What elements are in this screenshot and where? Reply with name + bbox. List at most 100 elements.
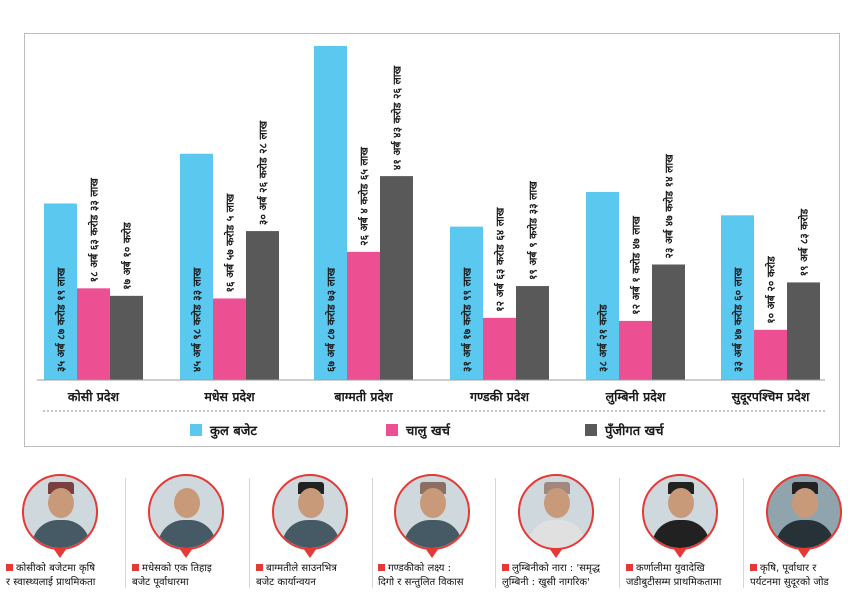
caption: गण्डकीको लक्ष्य : दिगो र सन्तुलित विकास <box>378 562 494 590</box>
category-label: कोसी प्रदेश <box>67 389 120 404</box>
bar <box>787 282 820 380</box>
category-label: मधेस प्रदेश <box>203 389 255 404</box>
bar <box>516 286 549 380</box>
legend-label: पुँजीगत खर्च <box>604 423 665 439</box>
caption: कर्णालीमा युवादेखि जडीबुटीसम्म प्राथमिकता… <box>626 562 742 590</box>
bullet-square-icon <box>6 564 13 571</box>
bar <box>44 203 77 380</box>
category-label: लुम्बिनी प्रदेश <box>605 389 666 405</box>
caption-line-2: जडीबुटीसम्म प्राथमिकतामा <box>626 577 722 588</box>
chief-ministers-strip: कोसीको बजेटमा कृषि र स्वास्थ्यलाई प्राथमि… <box>0 470 862 595</box>
caption-line-2: लुम्बिनी : खुसी नागरिक' <box>502 577 590 588</box>
category-label: गण्डकी प्रदेश <box>469 389 530 404</box>
caption-line-1: लुम्बिनीको नारा : 'समृद्ध <box>512 563 600 574</box>
bar <box>246 231 279 380</box>
portrait-pointer <box>303 548 317 558</box>
portrait-image <box>22 474 98 550</box>
caption-line-2: र स्वास्थ्यलाई प्राथमिकता <box>6 577 96 588</box>
data-label: १७ अर्ब १० करोड <box>121 222 134 290</box>
bullet-square-icon <box>132 564 139 571</box>
caption-line-2: पर्यटनमा सुदूरको जोड <box>750 577 829 588</box>
bar <box>380 176 413 380</box>
person-card[interactable]: बाग्मतीले साउनभित्र बजेट कार्यान्वयन <box>250 470 372 595</box>
portrait-image <box>394 474 470 550</box>
caption-line-2: बजेट पूर्वाधारमा <box>132 577 189 588</box>
caption-line-1: गण्डकीको लक्ष्य : <box>388 563 452 574</box>
caption-line-2: बजेट कार्यान्वयन <box>256 577 316 588</box>
data-label: ३३ अर्ब ४७ करोड ६० लाख <box>732 267 745 372</box>
caption: कृषि, पूर्वाधार र पर्यटनमा सुदूरको जोड <box>750 562 862 590</box>
person-card[interactable]: मधेसको एक तिहाइ बजेट पूर्वाधारमा <box>126 470 248 595</box>
caption-line-1: मधेसको एक तिहाइ <box>142 563 212 574</box>
data-label: ३१ अर्ब १७ करोड ९९ लाख <box>461 267 474 372</box>
portrait-pointer <box>549 548 563 558</box>
bullet-square-icon <box>502 564 509 571</box>
divider <box>372 478 373 588</box>
bar <box>110 295 143 380</box>
divider <box>619 478 620 588</box>
portrait-pointer <box>425 548 439 558</box>
data-label: ३० अर्ब २६ करोड २८ लाख <box>257 120 270 225</box>
caption-line-1: कोसीको बजेटमा कृषि <box>16 563 96 574</box>
bar <box>347 251 380 380</box>
bar <box>450 226 483 380</box>
divider <box>249 478 250 588</box>
portrait-pointer <box>53 548 67 558</box>
person-card[interactable]: गण्डकीको लक्ष्य : दिगो र सन्तुलित विकास <box>372 470 494 595</box>
data-label: १८ अर्ब ६३ करोड ३३ लाख <box>88 178 101 283</box>
bar-chart-svg: ३५ अर्ब ८७ करोड १९ लाख १८ अर्ब ६३ करोड ३३… <box>37 46 825 439</box>
data-label: ६७ अर्ब ८७ करोड ७३ लाख <box>325 267 338 372</box>
portrait-pointer <box>797 548 811 558</box>
category-label: बाग्मती प्रदेश <box>333 389 393 404</box>
bar <box>213 298 246 380</box>
legend-label: चालु खर्च <box>405 423 451 439</box>
bar <box>721 215 754 380</box>
legend-swatch <box>585 424 597 436</box>
bullet-square-icon <box>750 564 757 571</box>
data-label: ४१ अर्ब ४३ करोड २६ लाख <box>391 66 404 171</box>
person-card[interactable]: कृषि, पूर्वाधार र पर्यटनमा सुदूरको जोड <box>744 470 862 595</box>
bar <box>77 288 110 380</box>
portrait-image <box>642 474 718 550</box>
portrait-image <box>148 474 224 550</box>
bar <box>314 46 347 380</box>
bar <box>652 264 685 380</box>
category-label: सुदूरपश्चिम प्रदेश <box>731 389 810 406</box>
bar <box>754 329 787 380</box>
person-card[interactable]: कोसीको बजेटमा कृषि र स्वास्थ्यलाई प्राथमि… <box>0 470 122 595</box>
person-card[interactable]: कर्णालीमा युवादेखि जडीबुटीसम्म प्राथमिकता… <box>620 470 742 595</box>
data-label: १० अर्ब २० करोड <box>765 256 778 324</box>
caption: लुम्बिनीको नारा : 'समृद्ध लुम्बिनी : खुसी… <box>502 562 618 590</box>
bar <box>619 320 652 380</box>
data-label: १२ अर्ब १ करोड ४७ लाख <box>630 216 643 315</box>
data-label: २३ अर्ब ४७ करोड १४ लाख <box>663 154 676 259</box>
bullet-square-icon <box>378 564 385 571</box>
caption-line-1: कृषि, पूर्वाधार र <box>760 563 817 574</box>
legend-swatch <box>190 424 202 436</box>
legend-label: कुल बजेट <box>209 423 257 439</box>
data-label: ४५ अर्ब ९८ करोड ३३ लाख <box>191 267 204 372</box>
bullet-square-icon <box>256 564 263 571</box>
data-label: १९ अर्ब ९ करोड ३३ लाख <box>527 181 540 280</box>
caption: बाग्मतीले साउनभित्र बजेट कार्यान्वयन <box>256 562 372 590</box>
portrait-pointer <box>179 548 193 558</box>
divider <box>743 478 744 588</box>
portrait-pointer <box>673 548 687 558</box>
person-card[interactable]: लुम्बिनीको नारा : 'समृद्ध लुम्बिनी : खुसी… <box>496 470 618 595</box>
portrait-image <box>272 474 348 550</box>
data-label: १६ अर्ब ५७ करोड ५ लाख <box>224 193 237 292</box>
portrait-image <box>766 474 842 550</box>
bar <box>180 153 213 380</box>
caption-line-1: बाग्मतीले साउनभित्र <box>266 563 337 574</box>
data-label: ३५ अर्ब ८७ करोड १९ लाख <box>55 267 68 372</box>
caption-line-1: कर्णालीमा युवादेखि <box>636 563 705 574</box>
caption: मधेसको एक तिहाइ बजेट पूर्वाधारमा <box>132 562 248 590</box>
legend-swatch <box>386 424 398 436</box>
divider <box>125 478 126 588</box>
portrait-image <box>518 474 594 550</box>
divider <box>495 478 496 588</box>
data-label: १९ अर्ब ८३ करोड <box>798 209 811 277</box>
bar <box>586 191 619 380</box>
data-label: ३८ अर्ब २१ करोड <box>597 304 610 372</box>
data-label: १२ अर्ब ६३ करोड ६४ लाख <box>494 207 507 312</box>
